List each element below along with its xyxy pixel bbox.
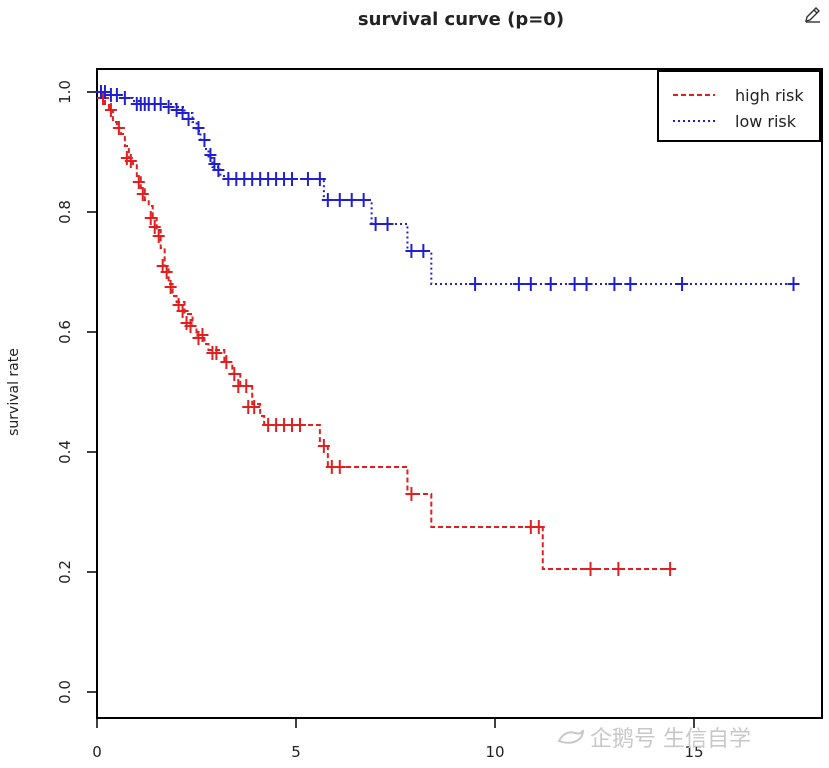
censor-mark: [182, 112, 195, 126]
x-tick-label: 10: [485, 743, 504, 761]
series-low-risk: [94, 85, 800, 291]
censor-mark: [204, 148, 217, 162]
censor-mark: [369, 217, 382, 231]
censor-mark: [152, 229, 165, 243]
censor-mark: [148, 220, 161, 234]
censor-mark: [624, 277, 637, 291]
censor-mark: [192, 121, 205, 135]
legend-label-high-risk: high risk: [735, 86, 804, 105]
censor-mark: [317, 439, 330, 453]
censor-mark: [469, 277, 482, 291]
censor-mark: [584, 562, 597, 576]
censor-mark: [405, 244, 418, 258]
legend-box: [657, 70, 821, 142]
censor-mark: [118, 91, 131, 105]
series-high-risk: [96, 91, 677, 576]
y-axis-label: survival rate: [6, 348, 22, 436]
survival-line-high-risk: [97, 91, 675, 570]
censor-mark: [136, 187, 149, 201]
y-tick-label: 0.2: [56, 560, 74, 584]
censor-mark: [112, 121, 125, 135]
y-tick-label: 1.0: [56, 80, 74, 104]
censor-mark: [164, 280, 177, 294]
censor-mark: [110, 88, 123, 102]
censor-mark: [417, 244, 430, 258]
censor-mark: [240, 379, 253, 393]
censor-mark: [176, 304, 189, 318]
censor-mark: [132, 175, 145, 189]
censor-mark: [676, 277, 689, 291]
censor-mark: [160, 265, 173, 279]
censor-mark: [184, 319, 197, 333]
pencil-edit-icon[interactable]: [803, 4, 823, 24]
censor-mark: [170, 103, 183, 117]
censor-mark: [568, 277, 581, 291]
censor-mark: [532, 520, 545, 534]
legend-label-low-risk: low risk: [735, 112, 797, 131]
censor-mark: [124, 154, 137, 168]
censor-mark: [228, 367, 241, 381]
censor-mark: [196, 328, 209, 342]
censor-mark: [96, 91, 109, 105]
x-tick-label: 5: [291, 743, 301, 761]
x-axis: 0 5 10 15: [92, 718, 704, 761]
censor-mark: [345, 193, 358, 207]
censor-mark: [301, 172, 314, 186]
legend: high risk low risk: [657, 70, 821, 142]
plot-frame: [96, 68, 823, 719]
censor-mark: [220, 355, 233, 369]
series-layer: [94, 85, 800, 576]
censor-mark: [612, 562, 625, 576]
censor-mark: [381, 217, 394, 231]
y-tick-label: 0.0: [56, 680, 74, 704]
censor-mark: [154, 97, 167, 111]
x-tick-label: 0: [92, 743, 102, 761]
censor-mark: [405, 487, 418, 501]
censor-mark: [524, 277, 537, 291]
censor-mark: [321, 193, 334, 207]
censor-mark: [144, 211, 157, 225]
survival-line-low-risk: [97, 91, 798, 285]
censor-mark: [512, 277, 525, 291]
censor-mark: [212, 163, 225, 177]
y-tick-label: 0.4: [56, 440, 74, 464]
censor-mark: [176, 106, 189, 120]
y-tick-label: 0.8: [56, 200, 74, 224]
censor-mark: [293, 418, 306, 432]
censor-mark: [98, 85, 111, 99]
censor-mark: [333, 193, 346, 207]
censor-mark: [544, 277, 557, 291]
censor-mark: [787, 277, 800, 291]
censor-mark: [313, 172, 326, 186]
censor-mark: [608, 277, 621, 291]
watermark-text: 企鹅号 生信自学: [590, 727, 751, 752]
x-tick-label: 15: [684, 743, 703, 761]
censor-mark: [580, 277, 593, 291]
bird-logo-icon: [557, 729, 584, 744]
censor-mark: [162, 100, 175, 114]
censor-mark: [333, 460, 346, 474]
censor-mark: [248, 400, 261, 414]
censor-mark: [198, 133, 211, 147]
y-tick-label: 0.6: [56, 320, 74, 344]
censor-mark: [357, 193, 370, 207]
watermark: 企鹅号 生信自学: [556, 722, 751, 752]
censor-mark: [664, 562, 677, 576]
censor-mark: [286, 172, 299, 186]
censor-mark: [210, 346, 223, 360]
y-axis: 0.0 0.2 0.4 0.6 0.8 1.0: [56, 80, 97, 704]
censor-mark: [104, 103, 117, 117]
chart-title: survival curve (p=0): [358, 9, 564, 30]
